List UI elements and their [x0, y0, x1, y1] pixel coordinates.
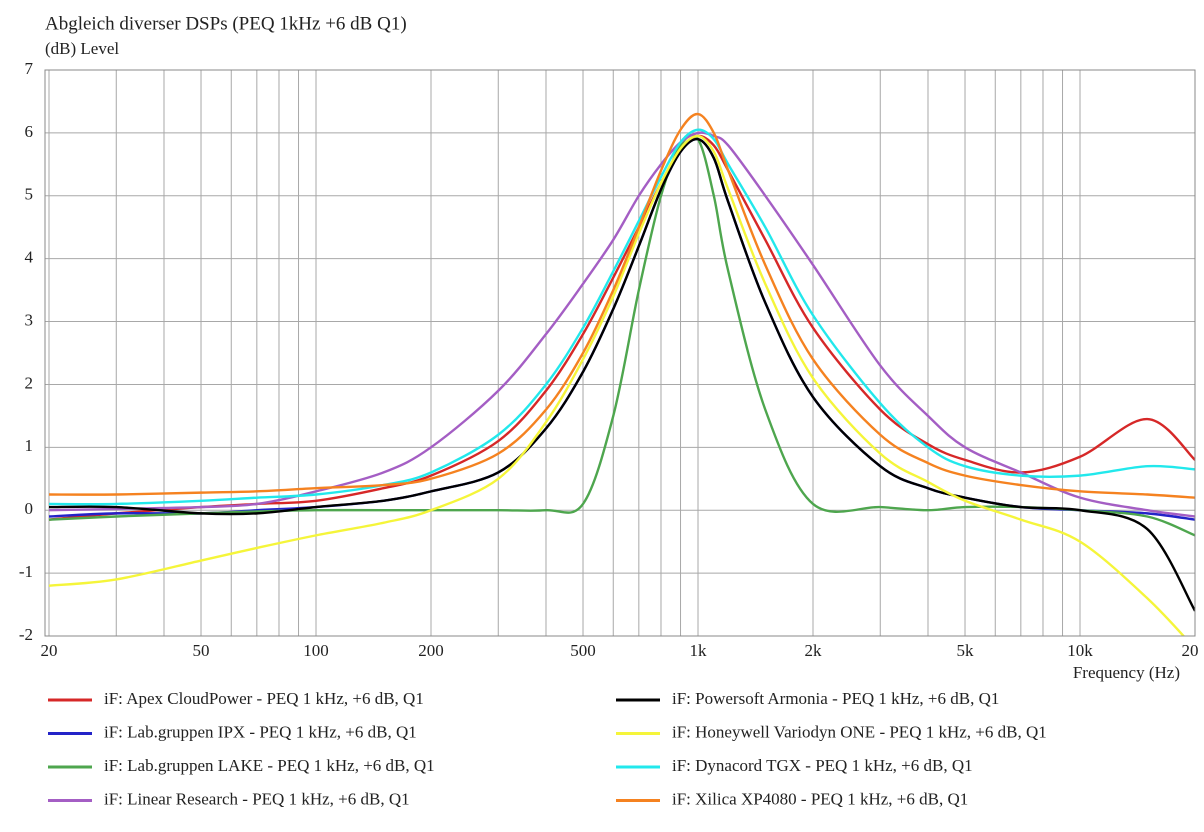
x-tick-label: 20 [1182, 641, 1199, 660]
legend-label: iF: Powersoft Armonia - PEQ 1 kHz, +6 dB… [672, 689, 999, 708]
x-tick-label: 20 [41, 641, 58, 660]
x-axis-label: Frequency (Hz) [1073, 663, 1180, 682]
y-tick-label: -1 [19, 562, 33, 581]
chart-title: Abgleich diverser DSPs (PEQ 1kHz +6 dB Q… [45, 13, 407, 34]
x-tick-label: 2k [805, 641, 823, 660]
x-tick-label: 1k [690, 641, 708, 660]
y-tick-label: 4 [25, 248, 34, 267]
y-tick-label: 1 [25, 436, 34, 455]
y-axis-label: (dB) Level [45, 39, 119, 58]
y-tick-label: 7 [25, 59, 34, 78]
legend-label: iF: Dynacord TGX - PEQ 1 kHz, +6 dB, Q1 [672, 756, 973, 775]
legend-label: iF: Linear Research - PEQ 1 kHz, +6 dB, … [104, 789, 410, 808]
series-line [48, 131, 1195, 518]
y-tick-label: 5 [25, 185, 34, 204]
legend-label: iF: Honeywell Variodyn ONE - PEQ 1 kHz, … [672, 722, 1047, 741]
x-tick-label: 100 [303, 641, 329, 660]
series-line [48, 128, 1195, 506]
y-tick-label: 0 [25, 499, 34, 518]
x-tick-label: 5k [957, 641, 975, 660]
x-tick-label: 50 [193, 641, 210, 660]
y-tick-label: 2 [25, 373, 34, 392]
plot-area [48, 112, 1195, 636]
y-tick-label: 6 [25, 122, 34, 141]
legend-label: iF: Xilica XP4080 - PEQ 1 kHz, +6 dB, Q1 [672, 789, 968, 808]
legend-label: iF: Lab.gruppen IPX - PEQ 1 kHz, +6 dB, … [104, 722, 417, 741]
y-tick-label: -2 [19, 625, 33, 644]
legend-label: iF: Lab.gruppen LAKE - PEQ 1 kHz, +6 dB,… [104, 756, 435, 775]
legend: iF: Apex CloudPower - PEQ 1 kHz, +6 dB, … [48, 689, 1047, 808]
y-tick-label: 3 [25, 310, 34, 329]
x-tick-label: 10k [1067, 641, 1093, 660]
series-line [48, 112, 1195, 499]
x-tick-label: 500 [570, 641, 596, 660]
plot-frame [44, 69, 1196, 637]
x-tick-label: 200 [418, 641, 444, 660]
series-line [48, 134, 1186, 636]
series-line [48, 137, 1195, 612]
legend-label: iF: Apex CloudPower - PEQ 1 kHz, +6 dB, … [104, 689, 424, 708]
